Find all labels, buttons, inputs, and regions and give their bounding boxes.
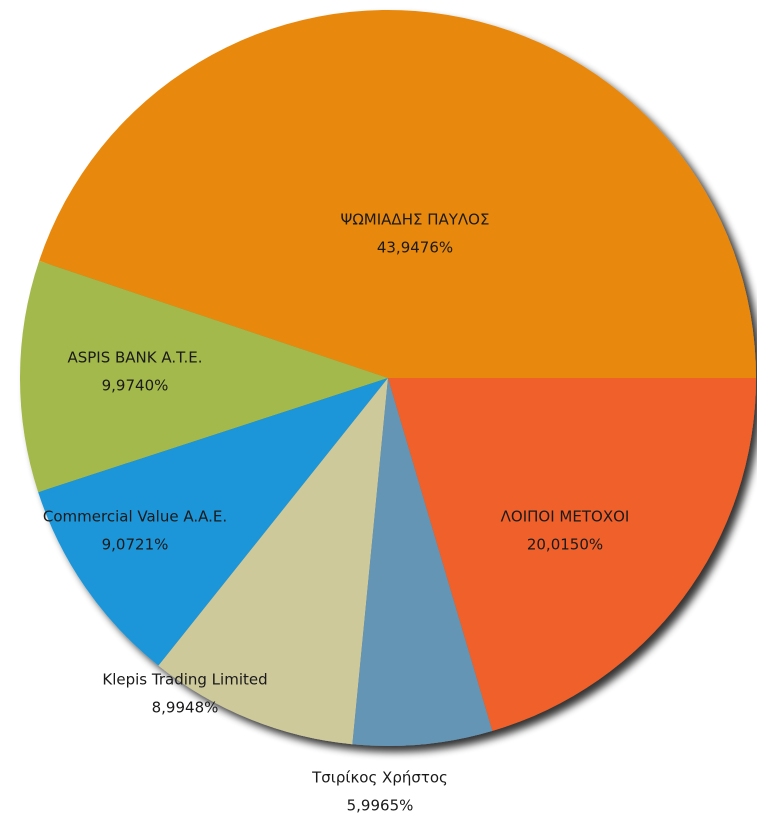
slice-label: ΨΩΜΙΑΔΗΣ ΠΑΥΛΟΣ [341, 211, 490, 229]
slice-value-label: 20,0150% [527, 536, 603, 554]
pie-slice [158, 378, 388, 745]
pie-slice [39, 9, 756, 379]
slice-value-label: 9,9740% [102, 377, 169, 395]
slice-label: ASPIS BANK A.T.E. [67, 349, 202, 367]
slice-value-label: 8,9948% [152, 699, 219, 717]
slice-value-label: 43,9476% [377, 239, 453, 257]
slice-value-label: 5,9965% [347, 797, 414, 815]
pie-slice [352, 378, 493, 747]
pie-slice [20, 260, 389, 493]
slice-value-label: 9,0721% [102, 536, 169, 554]
slice-label: Τσιρίκος Χρήστος [311, 769, 448, 787]
slice-label: ΛΟΙΠΟΙ ΜΕΤΟΧΟΙ [501, 508, 630, 526]
slice-label: Klepis Trading Limited [102, 671, 267, 689]
pie [20, 9, 756, 747]
slice-label: Commercial Value A.A.E. [43, 508, 227, 526]
pie-slice [388, 378, 756, 731]
pie-slice [38, 378, 389, 666]
